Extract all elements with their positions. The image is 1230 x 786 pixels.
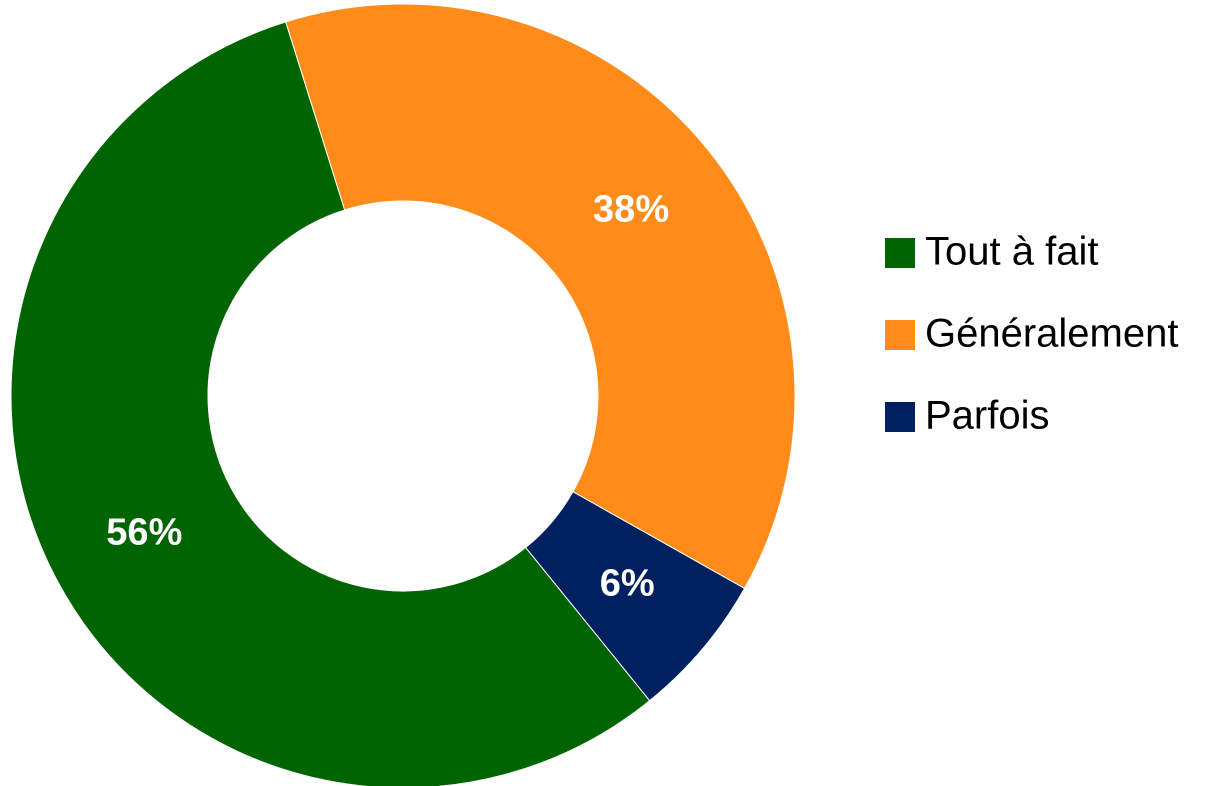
legend-swatch xyxy=(885,402,915,432)
data-label: 6% xyxy=(600,562,655,604)
legend-label: Tout à fait xyxy=(925,230,1098,274)
donut-slice xyxy=(10,21,651,786)
legend-label: Généralement xyxy=(925,312,1178,356)
legend-swatch xyxy=(885,320,915,350)
donut-slice xyxy=(525,491,746,702)
donut-slice xyxy=(285,3,796,590)
data-label: 56% xyxy=(106,512,182,554)
legend-swatch xyxy=(885,238,915,268)
legend-label: Parfois xyxy=(925,394,1050,438)
data-label: 38% xyxy=(593,188,669,230)
